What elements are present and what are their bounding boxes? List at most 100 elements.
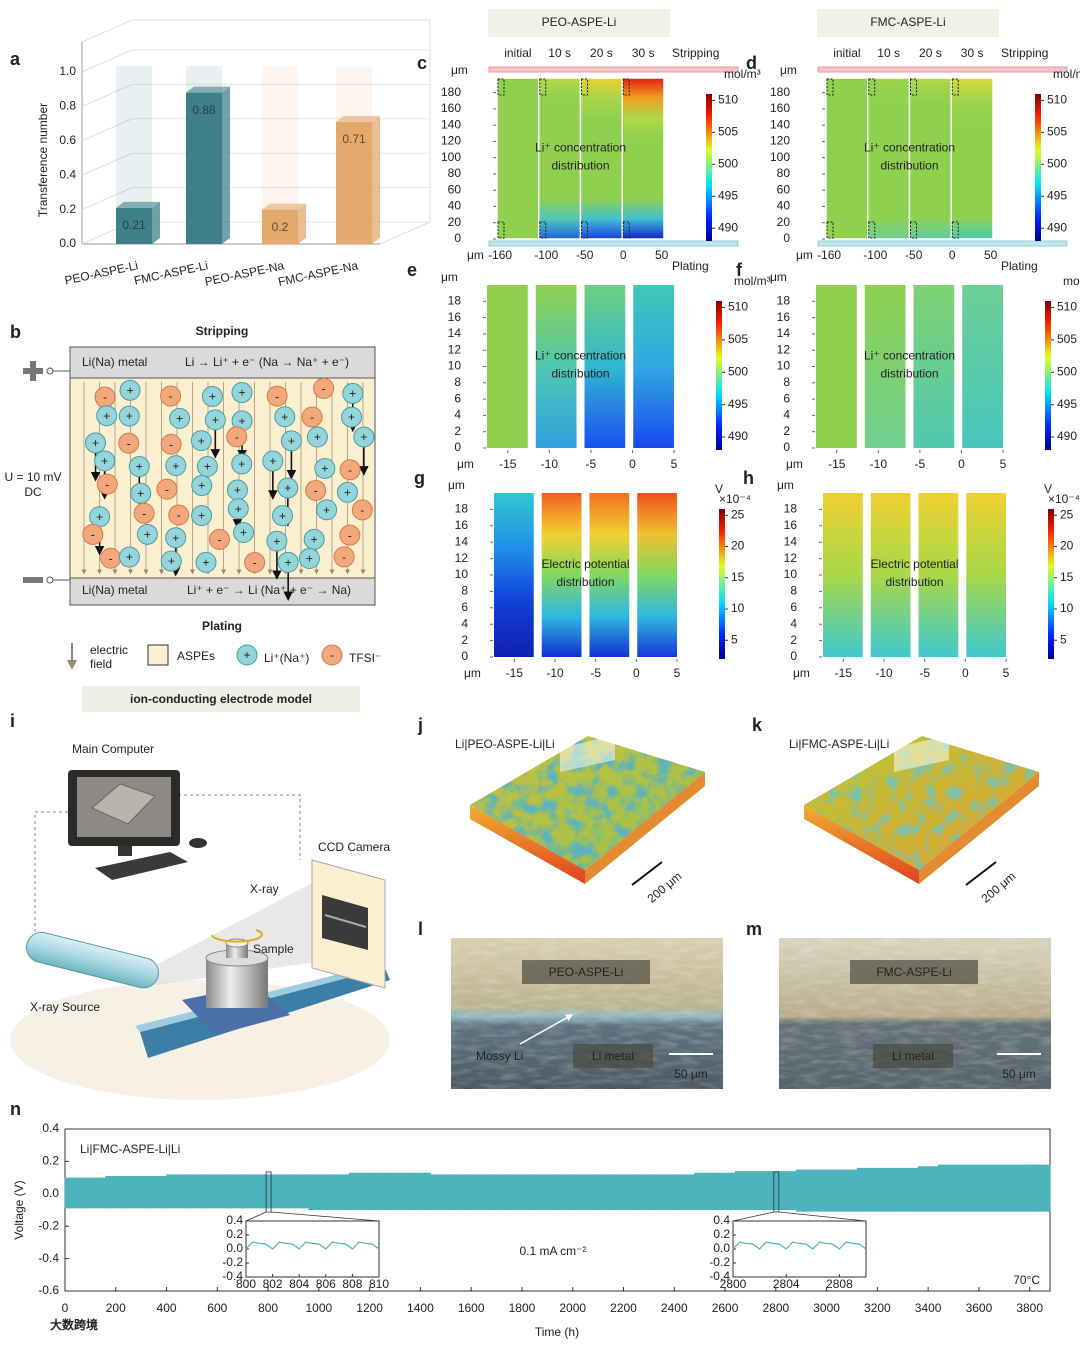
anion [82, 523, 104, 545]
cation-sign: + [136, 460, 143, 474]
bar-top [186, 86, 230, 93]
x-tick-label: -5 [590, 666, 601, 680]
y-tick-label: 6 [790, 600, 797, 614]
zoom-line [271, 1211, 380, 1222]
anion-sign: - [103, 390, 107, 404]
x-tick-label: -10 [875, 666, 893, 680]
y-tick-label: 0 [454, 440, 461, 454]
title-glow [560, 735, 615, 772]
x-tick-label: 1800 [509, 1301, 536, 1315]
xray-source [26, 931, 159, 989]
y-tick-label: 4 [783, 408, 790, 422]
x-tick-label: 2000 [559, 1301, 586, 1315]
colorbar [1045, 301, 1051, 450]
y-tick-label: 18 [784, 502, 798, 516]
y-tick-label: 0.2 [713, 1227, 730, 1241]
x-tick-label: 1000 [306, 1301, 333, 1315]
scale-label: 50 μm [1002, 1067, 1036, 1081]
cation-sign: + [172, 459, 179, 473]
colorbar [716, 301, 722, 450]
cation-sign: + [209, 390, 216, 404]
y-tick-label: 12 [448, 342, 462, 356]
cation-sign: + [306, 552, 313, 566]
region-box [910, 78, 917, 96]
bar-top [262, 203, 306, 210]
unit-label: μm [796, 248, 813, 262]
cation [314, 457, 336, 479]
cation-sign: + [314, 430, 321, 444]
anion [333, 546, 355, 568]
grid-line [81, 187, 133, 211]
y-tick-label: 0.8 [59, 99, 76, 113]
map-label: distribution [880, 159, 938, 173]
y-tick-label: 40 [448, 199, 462, 213]
stripping-bar [817, 66, 1068, 73]
panel-label: i [10, 711, 15, 731]
pointer [519, 1014, 574, 1045]
x-tick-label: 5 [1000, 457, 1007, 471]
label-box [873, 1044, 953, 1068]
y-tick-label: 80 [777, 166, 791, 180]
bar-top [116, 201, 160, 208]
x-axis-label: Time (h) [535, 1325, 579, 1339]
unit-label: μm [786, 457, 803, 471]
plating-label: Plating [672, 259, 709, 273]
time-label: 30 s [632, 46, 655, 60]
y-tick-label: 8 [454, 375, 461, 389]
grid-line [81, 49, 133, 73]
y-tick-label: 2 [454, 424, 461, 438]
watermark: 大数跨境 [50, 1317, 98, 1332]
scale-bar [631, 861, 663, 886]
anion [226, 426, 248, 448]
y-tick-label: 0.0 [42, 1186, 59, 1200]
x-tick-label: 600 [207, 1301, 227, 1315]
x-tick-label: 5 [671, 457, 678, 471]
side-face [919, 772, 1039, 884]
bar-side [372, 115, 380, 244]
time-label: 10 s [877, 46, 900, 60]
x-tick-label: 3200 [864, 1301, 891, 1315]
anion-sign: - [360, 503, 364, 517]
y-tick-label: 2 [461, 633, 468, 647]
x-tick-label: -50 [905, 248, 923, 262]
cation [227, 498, 249, 520]
cation [236, 644, 258, 666]
colorbar-label: 495 [728, 397, 748, 411]
inset-line [245, 1241, 380, 1250]
anion-sign: - [348, 528, 352, 542]
x-tick-label: 2804 [773, 1277, 800, 1291]
cation-sign: + [168, 554, 175, 568]
label-box [522, 960, 650, 984]
inset-frame [732, 1220, 867, 1278]
x-tick-label: -5 [919, 666, 930, 680]
legend-text: electric [90, 643, 128, 657]
x-tick-label: 0 [958, 457, 965, 471]
cation-sign: + [101, 454, 108, 468]
cation-sign: + [144, 528, 151, 542]
y-tick-label: 2 [790, 633, 797, 647]
x-tick-label: 50 [984, 248, 998, 262]
rotation-arrow [211, 929, 263, 943]
cation [353, 426, 375, 448]
cation-sign: + [344, 486, 351, 500]
cation-sign: + [360, 430, 367, 444]
colorbar-label: 10 [1060, 601, 1074, 615]
anion [133, 502, 155, 524]
panel-label: m [746, 919, 762, 939]
colorbar-label: 510 [1047, 93, 1067, 107]
colorbar-label: 510 [1057, 300, 1077, 314]
surface-texture [804, 736, 1039, 870]
x-tick-label: -15 [506, 666, 524, 680]
surface-texture [470, 736, 705, 870]
colorbar-label: 15 [1060, 570, 1074, 584]
legend-aspe [147, 644, 169, 666]
image-label: Li metal [592, 1049, 634, 1063]
column-title: FMC-ASPE-Li [870, 15, 945, 29]
colorbar-label: 495 [1047, 188, 1067, 202]
source-label: X-ray Source [30, 1000, 100, 1014]
map-label: distribution [551, 159, 609, 173]
y-tick-label: 0.4 [226, 1213, 243, 1227]
region-box [868, 78, 876, 96]
x-tick-label: -15 [835, 666, 853, 680]
y-tick-label: 18 [448, 293, 462, 307]
